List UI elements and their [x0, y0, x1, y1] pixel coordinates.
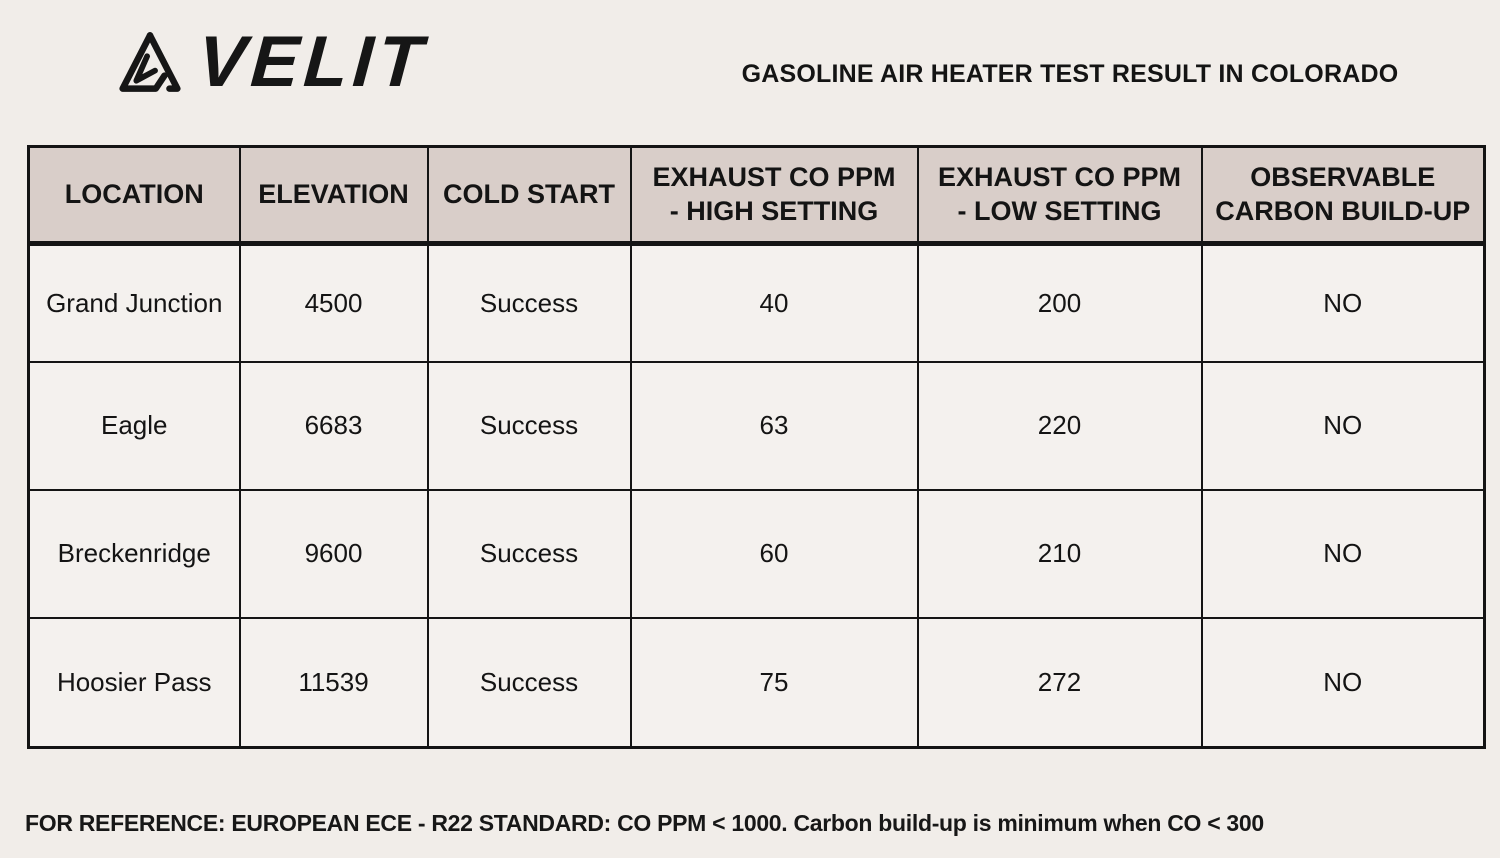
cell-co-high: 63 — [629, 360, 919, 491]
cell-elevation: 6683 — [238, 360, 429, 491]
brand-logo: VELIT — [112, 22, 437, 102]
reference-note: FOR REFERENCE: EUROPEAN ECE - R22 STANDA… — [25, 810, 1264, 836]
cell-carbon-buildup: NO — [1200, 488, 1486, 619]
col-header-co-high: EXHAUST CO PPM - HIGH SETTING — [629, 145, 919, 246]
cell-elevation: 9600 — [238, 488, 429, 619]
cell-carbon-buildup: NO — [1200, 242, 1486, 363]
table-row: Grand Junction 4500 Success 40 200 NO — [27, 242, 1486, 363]
results-table: LOCATION ELEVATION COLD START EXHAUST CO… — [27, 145, 1486, 749]
cell-location: Hoosier Pass — [27, 616, 241, 749]
table-header-row: LOCATION ELEVATION COLD START EXHAUST CO… — [27, 145, 1486, 246]
col-header-carbon-buildup: OBSERVABLE CARBON BUILD-UP — [1200, 145, 1486, 246]
col-header-elevation: ELEVATION — [238, 145, 429, 246]
cell-co-high: 60 — [629, 488, 919, 619]
cell-co-high: 75 — [629, 616, 919, 749]
cell-co-high: 40 — [629, 242, 919, 363]
velit-triangle-icon — [112, 26, 188, 98]
cell-location: Eagle — [27, 360, 241, 491]
table-row: Breckenridge 9600 Success 60 210 NO — [27, 488, 1486, 619]
cell-carbon-buildup: NO — [1200, 616, 1486, 749]
brand-name: VELIT — [195, 22, 430, 102]
cell-cold-start: Success — [426, 360, 632, 491]
cell-elevation: 4500 — [238, 242, 429, 363]
cell-cold-start: Success — [426, 488, 632, 619]
col-header-cold-start: COLD START — [426, 145, 632, 246]
table-row: Eagle 6683 Success 63 220 NO — [27, 360, 1486, 491]
page-title: GASOLINE AIR HEATER TEST RESULT IN COLOR… — [741, 60, 1399, 88]
cell-co-low: 220 — [916, 360, 1203, 491]
cell-co-low: 210 — [916, 488, 1203, 619]
col-header-co-low: EXHAUST CO PPM - LOW SETTING — [916, 145, 1203, 246]
cell-elevation: 11539 — [238, 616, 429, 749]
cell-cold-start: Success — [426, 616, 632, 749]
cell-co-low: 200 — [916, 242, 1203, 363]
cell-location: Grand Junction — [27, 242, 241, 363]
cell-cold-start: Success — [426, 242, 632, 363]
col-header-location: LOCATION — [27, 145, 241, 246]
table-row: Hoosier Pass 11539 Success 75 272 NO — [27, 616, 1486, 749]
cell-carbon-buildup: NO — [1200, 360, 1486, 491]
cell-location: Breckenridge — [27, 488, 241, 619]
cell-co-low: 272 — [916, 616, 1203, 749]
